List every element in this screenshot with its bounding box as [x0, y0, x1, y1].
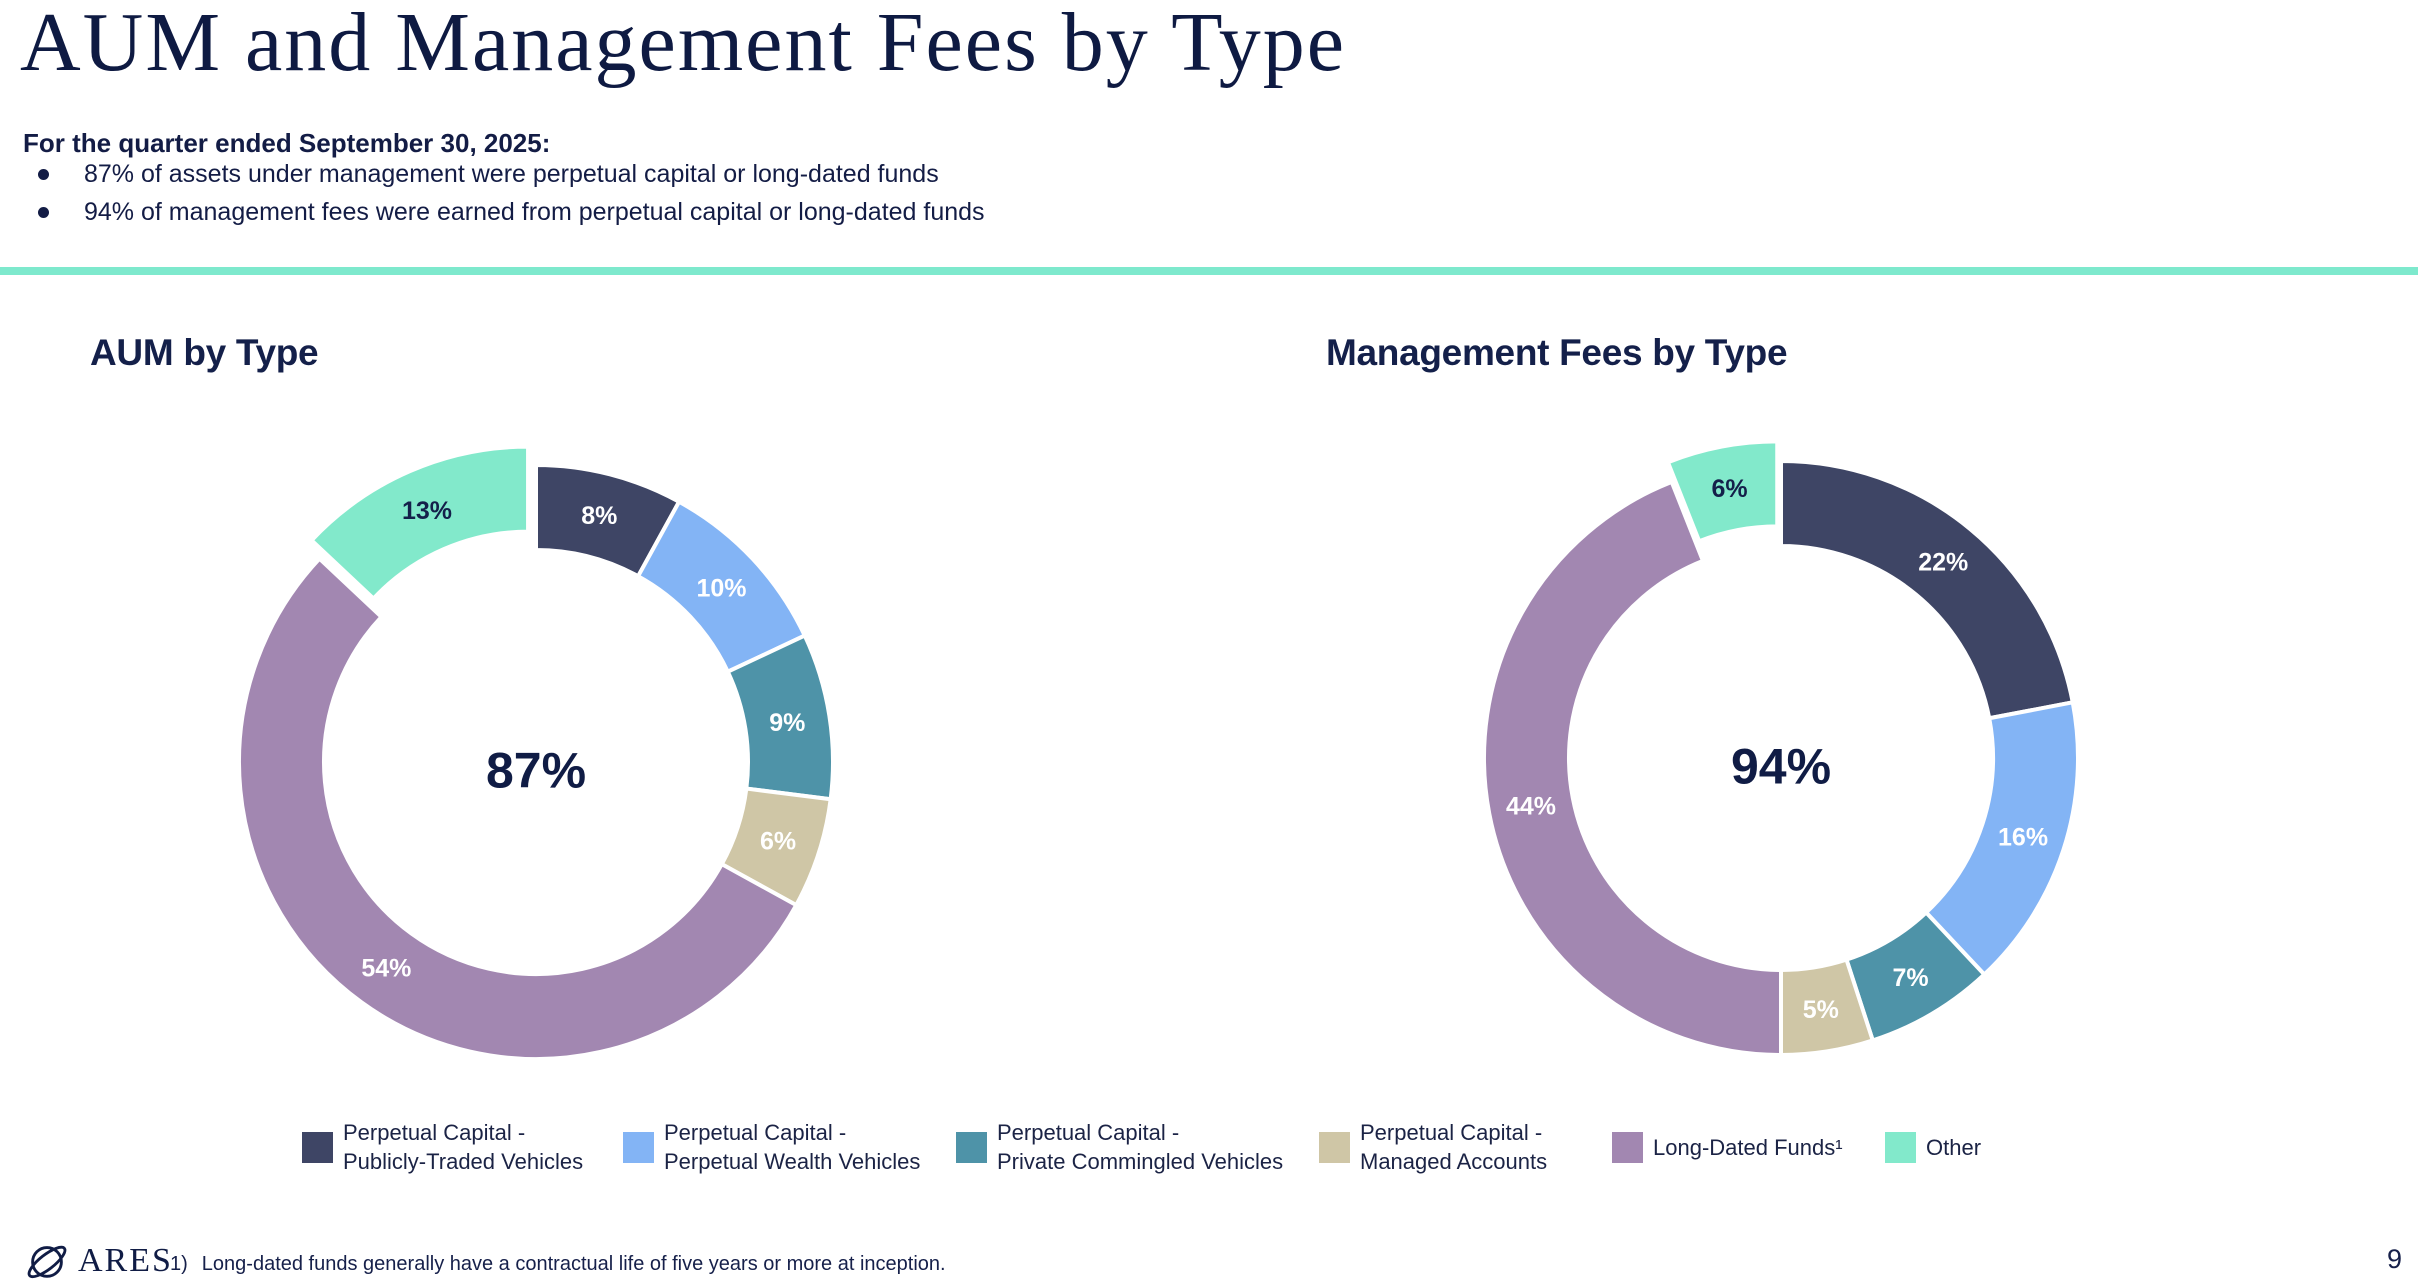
footnote-text: Long-dated funds generally have a contra…: [201, 1253, 946, 1275]
legend-swatch-publicly-traded: [302, 1131, 333, 1163]
divider-line: [0, 267, 2418, 275]
donut1-slice-5: [1665, 439, 1780, 544]
ares-logo: ARES: [24, 1238, 173, 1284]
legend-item-perpetual-wealth: Perpetual Capital - Perpetual Wealth Veh…: [623, 1118, 920, 1176]
bullet-item: 87% of assets under management were perp…: [23, 155, 985, 193]
bullet-text: 87% of assets under management were perp…: [84, 160, 939, 188]
legend-swatch-private-commingled: [956, 1131, 987, 1163]
donut1-slice-label-5: 6%: [1711, 475, 1747, 503]
donut0-slice-label-3: 6%: [760, 827, 796, 855]
ares-logo-text: ARES: [78, 1242, 173, 1279]
donut0-slice-label-5: 13%: [402, 497, 452, 525]
donut1-slice-label-0: 22%: [1918, 549, 1968, 577]
page-title: AUM and Management Fees by Type: [20, 0, 1346, 89]
legend-item-other: Other: [1885, 1132, 1981, 1163]
intro-bullet-list: 87% of assets under management were perp…: [23, 155, 985, 231]
bullet-dot: [38, 169, 49, 180]
donut1-slice-4: [1482, 479, 1783, 1057]
ares-globe-icon: [27, 1245, 67, 1279]
donut1-slice-label-1: 16%: [1998, 823, 2048, 851]
donut0-slice-label-2: 9%: [769, 709, 805, 737]
donut0-slice-4: [237, 556, 799, 1061]
legend-item-managed-accounts: Perpetual Capital - Managed Accounts: [1319, 1118, 1547, 1176]
legend-item-private-commingled: Perpetual Capital - Private Commingled V…: [956, 1118, 1283, 1176]
donut0-center-label: 87%: [486, 743, 586, 799]
footnote-marker: 1): [170, 1253, 188, 1275]
donut0-slice-label-1: 10%: [696, 575, 746, 603]
legend-label: Perpetual Capital - Perpetual Wealth Veh…: [664, 1120, 921, 1174]
bullet-text: 94% of management fees were earned from …: [84, 198, 985, 226]
legend-label: Long-Dated Funds¹: [1653, 1135, 1843, 1160]
aum-chart-title: AUM by Type: [90, 332, 319, 373]
legend-label: Perpetual Capital - Publicly-Traded Vehi…: [343, 1120, 584, 1174]
legend-item-publicly-traded: Perpetual Capital - Publicly-Traded Vehi…: [302, 1118, 583, 1176]
fees-chart-title: Management Fees by Type: [1326, 332, 1788, 373]
donut0-slice-label-4: 54%: [361, 955, 411, 983]
legend-swatch-managed-accounts: [1319, 1131, 1350, 1163]
legend-item-long-dated-funds: Long-Dated Funds¹: [1612, 1132, 1843, 1163]
fees-donut-chart: 22% 16% 7% 5% 44% 6% 94%: [1482, 439, 2080, 1057]
donut0-slice-5: [309, 444, 531, 601]
intro-heading: For the quarter ended September 30, 2025…: [23, 128, 551, 158]
donut1-slice-label-3: 5%: [1803, 996, 1839, 1024]
donut1-center-label: 94%: [1731, 739, 1831, 795]
aum-donut-chart: 8% 10% 9% 6% 54% 13% 87%: [237, 444, 835, 1061]
legend-label: Perpetual Capital - Private Commingled V…: [997, 1120, 1284, 1174]
donut1-slice-label-2: 7%: [1892, 964, 1928, 992]
legend-swatch-long-dated-funds: [1612, 1132, 1643, 1163]
donut0-slice-label-0: 8%: [581, 502, 617, 530]
legend-swatch-perpetual-wealth: [623, 1131, 654, 1163]
donut1-slice-0: [1779, 459, 2075, 721]
bullet-dot: [38, 207, 49, 218]
footnote: 1) Long-dated funds generally have a cont…: [170, 1253, 946, 1276]
page-number: 9: [2386, 1244, 2402, 1274]
donut1-slice-label-4: 44%: [1506, 792, 1556, 820]
bullet-item: 94% of management fees were earned from …: [23, 193, 985, 231]
legend-label: Other: [1926, 1135, 1982, 1160]
legend-label: Perpetual Capital - Managed Accounts: [1360, 1120, 1548, 1174]
legend-swatch-other: [1885, 1132, 1916, 1163]
